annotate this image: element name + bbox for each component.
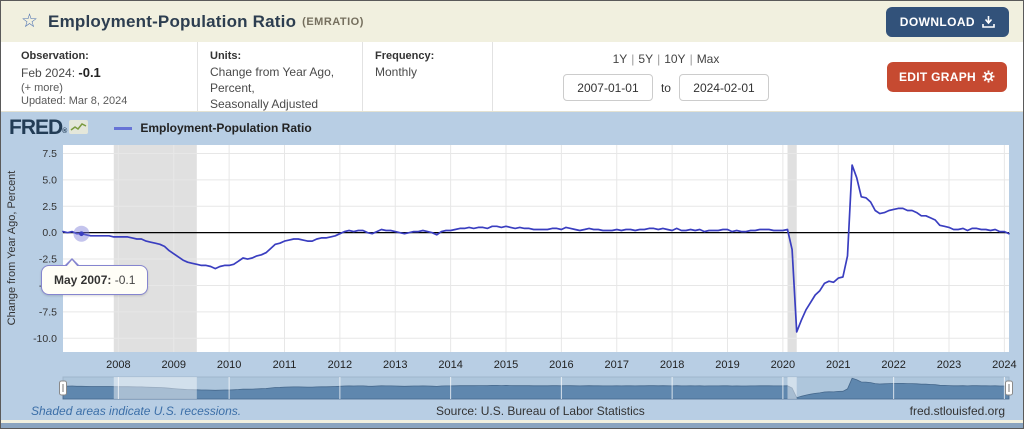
frequency-label: Frequency:	[375, 50, 435, 62]
tooltip-label: May 2007:	[54, 273, 112, 287]
units-line-3: Seasonally Adjusted	[210, 97, 319, 112]
y-axis-labels: 7.55.02.50.0-2.5-5.0-7.5-10.0	[33, 148, 57, 345]
range-separator: |	[689, 52, 693, 66]
svg-text:2011: 2011	[273, 359, 297, 371]
svg-text:2023: 2023	[937, 359, 961, 371]
units-label: Units:	[210, 50, 242, 62]
date-from-input[interactable]	[562, 74, 653, 101]
download-button-label: DOWNLOAD	[899, 14, 975, 29]
gear-icon	[982, 70, 995, 83]
title-bar: ☆ Employment-Population Ratio (EMRATIO) …	[1, 1, 1023, 42]
updated-date: Updated: Mar 8, 2024	[21, 94, 128, 107]
edit-graph-button[interactable]: EDIT GRAPH	[886, 61, 1007, 92]
observation-label: Observation:	[21, 50, 89, 62]
units-line-1: Change from Year Ago,	[210, 65, 335, 79]
legend-line-swatch	[114, 126, 133, 130]
svg-text:2019: 2019	[715, 359, 739, 371]
recession-note-link[interactable]: Shaded areas indicate U.S. recessions.	[31, 404, 242, 418]
svg-text:0.0: 0.0	[42, 227, 57, 239]
units-column: Units: Change from Year Ago, Percent, Se…	[197, 42, 362, 111]
observation-column: Observation: Feb 2024: -0.1 (+ more) Upd…	[1, 42, 197, 111]
svg-text:-7.5: -7.5	[39, 306, 57, 318]
legend-label: Employment-Population Ratio	[140, 121, 312, 135]
to-label: to	[660, 80, 671, 95]
range-shortcuts: 1Y | 5Y | 10Y | Max	[613, 52, 720, 66]
edit-graph-label: EDIT GRAPH	[898, 69, 976, 84]
range-separator: |	[657, 52, 661, 66]
navigator[interactable]	[59, 376, 1013, 400]
svg-text:2015: 2015	[494, 359, 518, 371]
svg-text:2010: 2010	[217, 359, 241, 371]
svg-text:2016: 2016	[549, 359, 573, 371]
observation-value-row: Feb 2024: -0.1	[21, 64, 185, 82]
gridlines	[63, 145, 1009, 352]
download-button[interactable]: DOWNLOAD	[885, 6, 1009, 37]
svg-text:2021: 2021	[826, 359, 850, 371]
svg-text:2022: 2022	[881, 359, 905, 371]
x-axis-labels: 2008 2009 2010 2011 2012 2013 2014 2015 2016 2017…	[106, 359, 1016, 371]
chart-header: FRED ® Employment-Population Ratio	[9, 116, 312, 140]
svg-text:2012: 2012	[328, 359, 352, 371]
date-inputs: to	[562, 74, 769, 101]
frequency-value: Monthly	[375, 65, 418, 79]
series-id: (EMRATIO)	[302, 15, 364, 28]
bottom-gap	[1, 420, 1023, 423]
series-line	[62, 164, 1010, 333]
date-to-input[interactable]	[678, 74, 769, 101]
meta-panel: Observation: Feb 2024: -0.1 (+ more) Upd…	[1, 42, 1023, 112]
more-observations-link[interactable]: (+ more)	[21, 81, 63, 94]
range-shortcut-10y[interactable]: 10Y	[664, 52, 686, 66]
range-shortcut-5y[interactable]: 5Y	[638, 52, 654, 66]
svg-text:2017: 2017	[605, 359, 629, 371]
site-link: fred.stlouisfed.org	[909, 404, 1005, 418]
chart-tooltip: May 2007: -0.1	[41, 258, 149, 295]
svg-text:5.0: 5.0	[42, 174, 57, 186]
svg-text:2014: 2014	[438, 359, 462, 371]
range-separator: |	[631, 52, 635, 66]
bottom-strip	[1, 423, 1023, 428]
svg-text:-10.0: -10.0	[33, 333, 57, 345]
svg-text:2013: 2013	[383, 359, 407, 371]
date-range-block: 1Y|5Y|10Y|Max to	[562, 52, 769, 101]
fred-logo[interactable]: FRED ®	[9, 116, 89, 140]
plot-background	[63, 145, 1009, 352]
observation-value: -0.1	[78, 65, 101, 80]
range-shortcut-1y[interactable]: 1Y	[612, 52, 628, 66]
svg-text:-2.5: -2.5	[39, 254, 57, 266]
fred-logo-text: FRED	[9, 116, 63, 139]
svg-text:2.5: 2.5	[42, 201, 57, 213]
units-line-2: Percent,	[210, 81, 255, 96]
navigator-handle-left[interactable]	[59, 380, 67, 396]
favorite-star-icon[interactable]: ☆	[21, 11, 39, 32]
svg-text:2024: 2024	[992, 359, 1016, 371]
tooltip-value: -0.1	[114, 273, 136, 287]
source-note: Source: U.S. Bureau of Labor Statistics	[436, 404, 645, 418]
svg-text:2018: 2018	[660, 359, 684, 371]
navigator-handle-right[interactable]	[1005, 380, 1013, 396]
fred-logo-chart-icon	[69, 120, 89, 134]
chart-legend: Employment-Population Ratio	[114, 121, 312, 135]
range-shortcut-max[interactable]: Max	[696, 52, 720, 66]
observation-date: Feb 2024:	[21, 66, 76, 80]
chart-footer: Shaded areas indicate U.S. recessions. S…	[1, 402, 1023, 420]
svg-text:7.5: 7.5	[42, 148, 57, 160]
highlight-marker	[73, 225, 90, 242]
fred-logo-registered-mark: ®	[62, 128, 67, 135]
svg-text:2009: 2009	[162, 359, 186, 371]
range-controls: 1Y|5Y|10Y|Max to EDIT GRAPH	[492, 42, 1023, 111]
svg-text:2008: 2008	[106, 359, 130, 371]
page-title: Employment-Population Ratio	[48, 11, 297, 31]
svg-text:2020: 2020	[771, 359, 795, 371]
frequency-column: Frequency: Monthly	[362, 42, 492, 111]
y-axis-title: Change from Year Ago, Percent	[6, 171, 18, 326]
download-icon	[982, 15, 995, 28]
